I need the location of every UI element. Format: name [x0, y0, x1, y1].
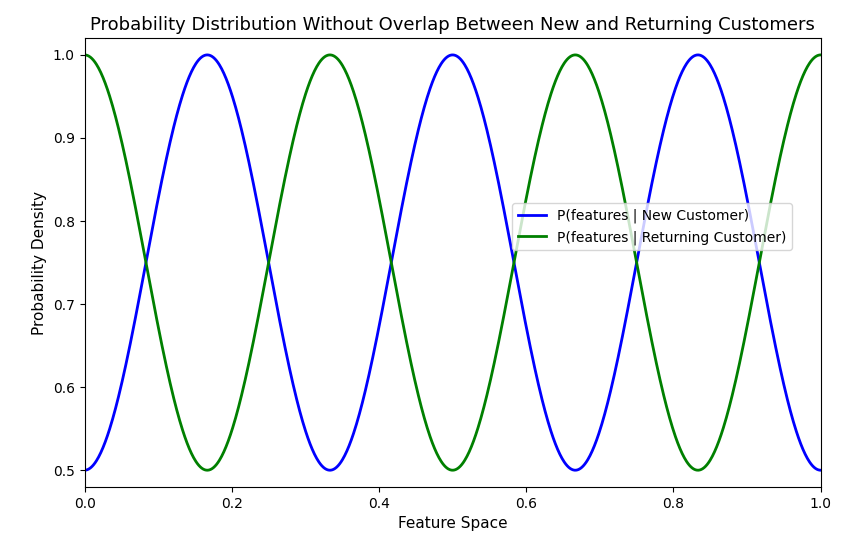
P(features | New Customer)	[585, 451, 596, 457]
P(features | Returning Customer)	[378, 216, 388, 222]
P(features | Returning Customer)	[585, 68, 596, 74]
P(features | Returning Customer)	[155, 331, 165, 338]
P(features | New Customer)	[378, 303, 388, 310]
P(features | Returning Customer)	[667, 424, 678, 431]
P(features | New Customer)	[816, 467, 826, 474]
P(features | Returning Customer)	[202, 467, 212, 474]
Y-axis label: Probability Density: Probability Density	[32, 190, 47, 335]
P(features | New Customer)	[404, 166, 415, 172]
P(features | Returning Customer)	[404, 353, 415, 359]
Legend: P(features | New Customer), P(features | Returning Customer): P(features | New Customer), P(features |…	[512, 203, 792, 250]
P(features | New Customer)	[654, 146, 664, 152]
P(features | Returning Customer)	[816, 51, 826, 58]
P(features | Returning Customer)	[80, 51, 90, 58]
P(features | Returning Customer)	[654, 373, 664, 380]
P(features | New Customer)	[80, 467, 90, 474]
Title: Probability Distribution Without Overlap Between New and Returning Customers: Probability Distribution Without Overlap…	[91, 16, 815, 34]
Line: P(features | New Customer): P(features | New Customer)	[85, 55, 821, 470]
Line: P(features | Returning Customer): P(features | Returning Customer)	[85, 55, 821, 470]
X-axis label: Feature Space: Feature Space	[398, 516, 508, 531]
P(features | New Customer)	[202, 51, 212, 58]
P(features | New Customer)	[667, 94, 678, 101]
P(features | New Customer)	[155, 187, 165, 194]
